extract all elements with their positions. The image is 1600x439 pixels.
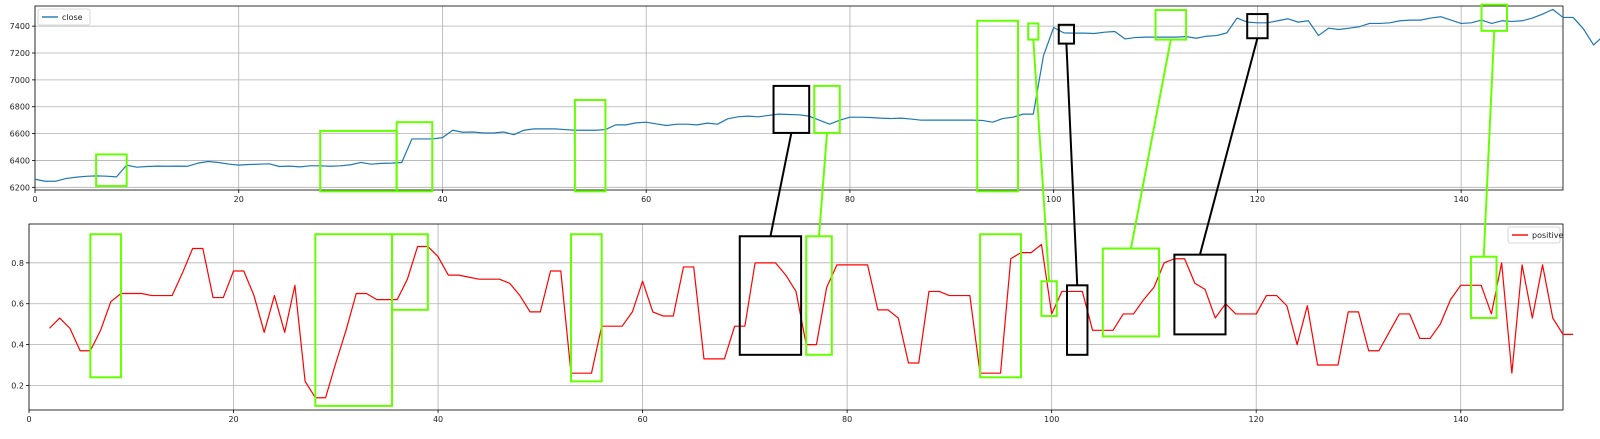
annotation-box-top: [573, 99, 607, 193]
y-tick-label: 0.8: [11, 259, 24, 268]
annotation-box-bottom: [738, 235, 803, 356]
annotation-box-bottom: [391, 233, 429, 311]
series-line-close: [34, 8, 1600, 182]
x-tick-label: 100: [1044, 415, 1059, 424]
annotation-box-top: [1154, 9, 1188, 41]
y-tick-label: 6400: [10, 156, 30, 165]
chart-panel-2: 0 20 40 60 80 100 120 140 0.2 0.4 0.6 0.8 positive: [11, 223, 1574, 424]
x-tick-label: 0: [32, 195, 37, 204]
y-tick-label: 0.2: [11, 381, 24, 390]
x-tick-label: 140: [1453, 195, 1468, 204]
legend: positive: [1507, 226, 1563, 244]
x-tick-label: 60: [638, 415, 648, 424]
annotation-box-bottom: [570, 233, 603, 383]
annotation-box-bottom: [1173, 253, 1227, 336]
annotation-connector: [769, 132, 793, 237]
annotation-box-top: [772, 84, 811, 134]
annotation-box-top: [1480, 3, 1508, 32]
y-tick-label: 6600: [10, 130, 30, 139]
annotation-box-bottom: [1066, 284, 1089, 356]
legend-label: positive: [1532, 231, 1563, 240]
annotation-box-bottom: [1101, 247, 1161, 338]
legend-label: close: [62, 13, 83, 22]
legend-box: [1507, 226, 1561, 244]
x-tick-label: 100: [1046, 195, 1061, 204]
annotation-connector: [1482, 30, 1496, 257]
x-tick-label: 80: [842, 415, 852, 424]
annotation-box-bottom: [805, 235, 833, 356]
y-tick-label: 7000: [10, 76, 30, 85]
x-tick-label: 140: [1453, 415, 1468, 424]
y-tick-label: 0.6: [11, 300, 24, 309]
x-tick-label: 40: [437, 195, 447, 204]
x-tick-label: 0: [26, 415, 31, 424]
plot-frame: [28, 223, 1564, 411]
annotation-connector: [1198, 37, 1259, 255]
annotation-box-top: [813, 84, 841, 134]
annotation-connector: [1032, 39, 1051, 282]
annotations: [89, 3, 1508, 407]
x-tick-label: 20: [228, 415, 238, 424]
annotation-connector: [1065, 43, 1079, 286]
x-tick-label: 80: [845, 195, 855, 204]
legend-box: [37, 8, 91, 26]
chart-panel-1: 0 20 40 60 80 100 120 140 6200 6400 6600 6800 7000 72…: [10, 5, 1600, 204]
y-tick-label: 6800: [10, 103, 30, 112]
annotation-box-bottom: [314, 233, 394, 407]
x-tick-label: 40: [433, 415, 443, 424]
y-tick-label: 7400: [10, 22, 30, 31]
x-tick-label: 20: [234, 195, 244, 204]
y-tick-label: 0.4: [11, 341, 24, 350]
plot-frame: [34, 5, 1564, 191]
annotation-box-top: [1057, 23, 1076, 45]
annotation-connector: [818, 132, 829, 237]
annotation-box-top: [95, 153, 128, 187]
x-tick-label: 120: [1249, 415, 1264, 424]
x-tick-label: 60: [641, 195, 651, 204]
annotation-box-top: [395, 121, 434, 193]
y-tick-label: 7200: [10, 49, 30, 58]
annotation-box-bottom: [979, 233, 1022, 379]
annotation-box-bottom: [89, 233, 123, 379]
annotation-box-top: [976, 19, 1020, 193]
annotation-box-top: [319, 129, 398, 193]
annotation-connector: [1129, 39, 1172, 249]
x-tick-label: 120: [1250, 195, 1265, 204]
legend: close: [37, 8, 91, 26]
y-tick-label: 6200: [10, 183, 30, 192]
series-line-positive: [49, 243, 1574, 399]
